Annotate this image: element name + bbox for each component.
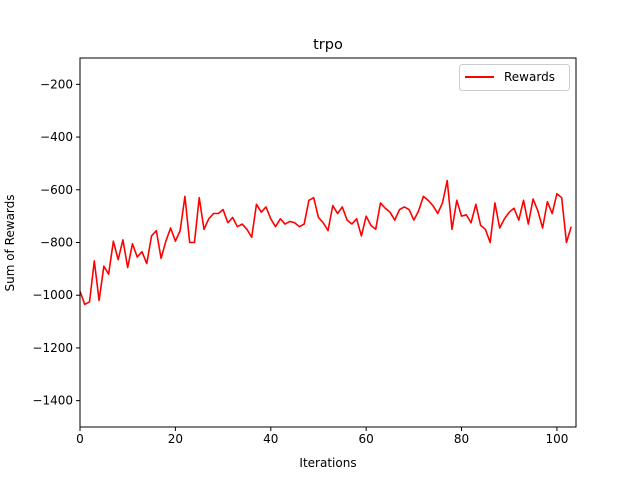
- legend-label-rewards: Rewards: [504, 70, 555, 84]
- y-tick-label: −600: [40, 183, 73, 197]
- chart-title: trpo: [313, 37, 343, 53]
- legend-box: [459, 64, 570, 91]
- plot-area: [80, 58, 576, 427]
- y-axis-label: Sum of Rewards: [3, 194, 17, 291]
- legend: Rewards: [459, 64, 570, 91]
- x-tick-label: 0: [76, 432, 84, 446]
- x-tick-label: 40: [263, 432, 278, 446]
- y-tick-label: −800: [40, 236, 73, 250]
- x-tick-label: 80: [454, 432, 469, 446]
- axis-ticks: 0 20 40 60 80 100 −1400 −1200 −1000 −800 −600 −400 −…: [32, 77, 568, 446]
- y-tick-label: −1200: [32, 341, 73, 355]
- x-tick-label: 60: [359, 432, 374, 446]
- y-tick-label: −200: [40, 77, 73, 91]
- plot-frame: [79, 57, 577, 428]
- series-lines: [79, 179, 572, 306]
- x-axis-label: Iterations: [299, 456, 356, 470]
- series-line-rewards: [79, 179, 572, 306]
- y-tick-label: −1000: [32, 288, 73, 302]
- y-tick-label: −1400: [32, 394, 73, 408]
- y-tick-label: −400: [40, 130, 73, 144]
- x-tick-label: 100: [545, 432, 568, 446]
- x-tick-label: 20: [168, 432, 183, 446]
